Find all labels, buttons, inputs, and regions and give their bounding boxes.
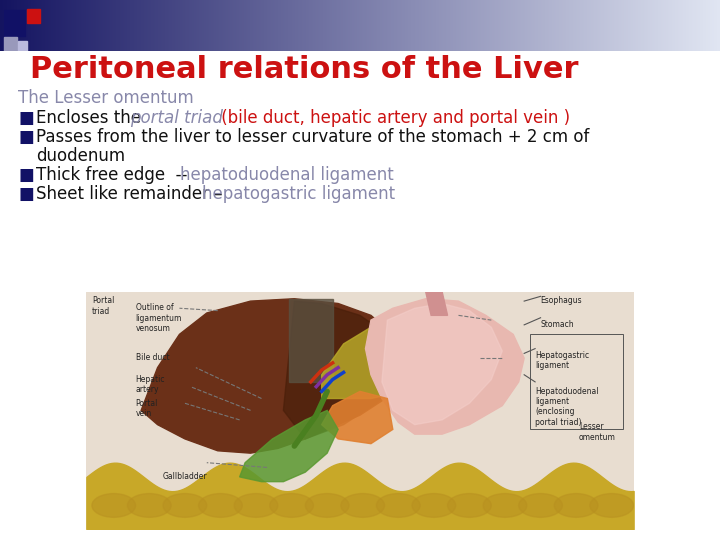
Text: Bile duct: Bile duct (135, 353, 169, 362)
Text: Lesser
omentum: Lesser omentum (579, 422, 616, 442)
Ellipse shape (234, 494, 278, 517)
Bar (530, 334, 623, 429)
Text: ■: ■ (18, 129, 34, 146)
Ellipse shape (518, 494, 562, 517)
Text: Encloses the: Encloses the (36, 109, 146, 127)
Polygon shape (141, 299, 404, 453)
Bar (4, 37, 17, 51)
Polygon shape (382, 303, 503, 424)
Text: Portal
vein: Portal vein (135, 399, 158, 418)
Text: Sheet like remainder –: Sheet like remainder – (36, 185, 228, 203)
Text: Portal
triad: Portal triad (92, 296, 114, 316)
Text: duodenum: duodenum (36, 147, 125, 165)
Ellipse shape (341, 494, 384, 517)
Bar (18, 41, 27, 51)
Text: Peritoneal relations of the Liver: Peritoneal relations of the Liver (30, 55, 578, 84)
Polygon shape (322, 392, 393, 444)
Ellipse shape (163, 494, 207, 517)
Polygon shape (289, 299, 333, 382)
Text: hepatoduodenal ligament: hepatoduodenal ligament (180, 166, 394, 184)
Ellipse shape (305, 494, 349, 517)
Text: portal triad: portal triad (130, 109, 222, 127)
Text: Hepatogastric
ligament: Hepatogastric ligament (535, 351, 589, 370)
Text: Esophagus: Esophagus (541, 296, 582, 305)
Ellipse shape (483, 494, 527, 517)
Ellipse shape (270, 494, 313, 517)
Text: Outline of
ligamentum
venosum: Outline of ligamentum venosum (135, 303, 182, 333)
Bar (4, 10, 25, 36)
Text: (bile duct, hepatic artery and portal vein ): (bile duct, hepatic artery and portal ve… (216, 109, 570, 127)
Polygon shape (284, 301, 404, 439)
Text: hepatogastric ligament: hepatogastric ligament (202, 185, 395, 203)
Ellipse shape (127, 494, 171, 517)
Ellipse shape (554, 494, 598, 517)
Ellipse shape (412, 494, 456, 517)
Text: Hepatoduodenal
ligament
(enclosing
portal triad): Hepatoduodenal ligament (enclosing porta… (535, 387, 598, 427)
Text: Thick free edge  --: Thick free edge -- (36, 166, 193, 184)
Ellipse shape (377, 494, 420, 517)
Ellipse shape (92, 494, 135, 517)
Text: Passes from the liver to lesser curvature of the stomach + 2 cm of: Passes from the liver to lesser curvatur… (36, 129, 590, 146)
Text: Gallbladder: Gallbladder (163, 472, 207, 481)
Polygon shape (366, 299, 524, 434)
Text: Stomach: Stomach (541, 320, 575, 329)
Polygon shape (322, 327, 415, 399)
Text: The Lesser omentum: The Lesser omentum (18, 89, 194, 107)
Text: Hepatic
artery: Hepatic artery (135, 375, 165, 394)
Polygon shape (240, 410, 338, 482)
Ellipse shape (590, 494, 634, 517)
Bar (27, 9, 40, 23)
Ellipse shape (448, 494, 491, 517)
Ellipse shape (199, 494, 243, 517)
Text: ■: ■ (18, 166, 34, 184)
Polygon shape (426, 292, 448, 315)
Text: ■: ■ (18, 109, 34, 127)
Text: ■: ■ (18, 185, 34, 203)
